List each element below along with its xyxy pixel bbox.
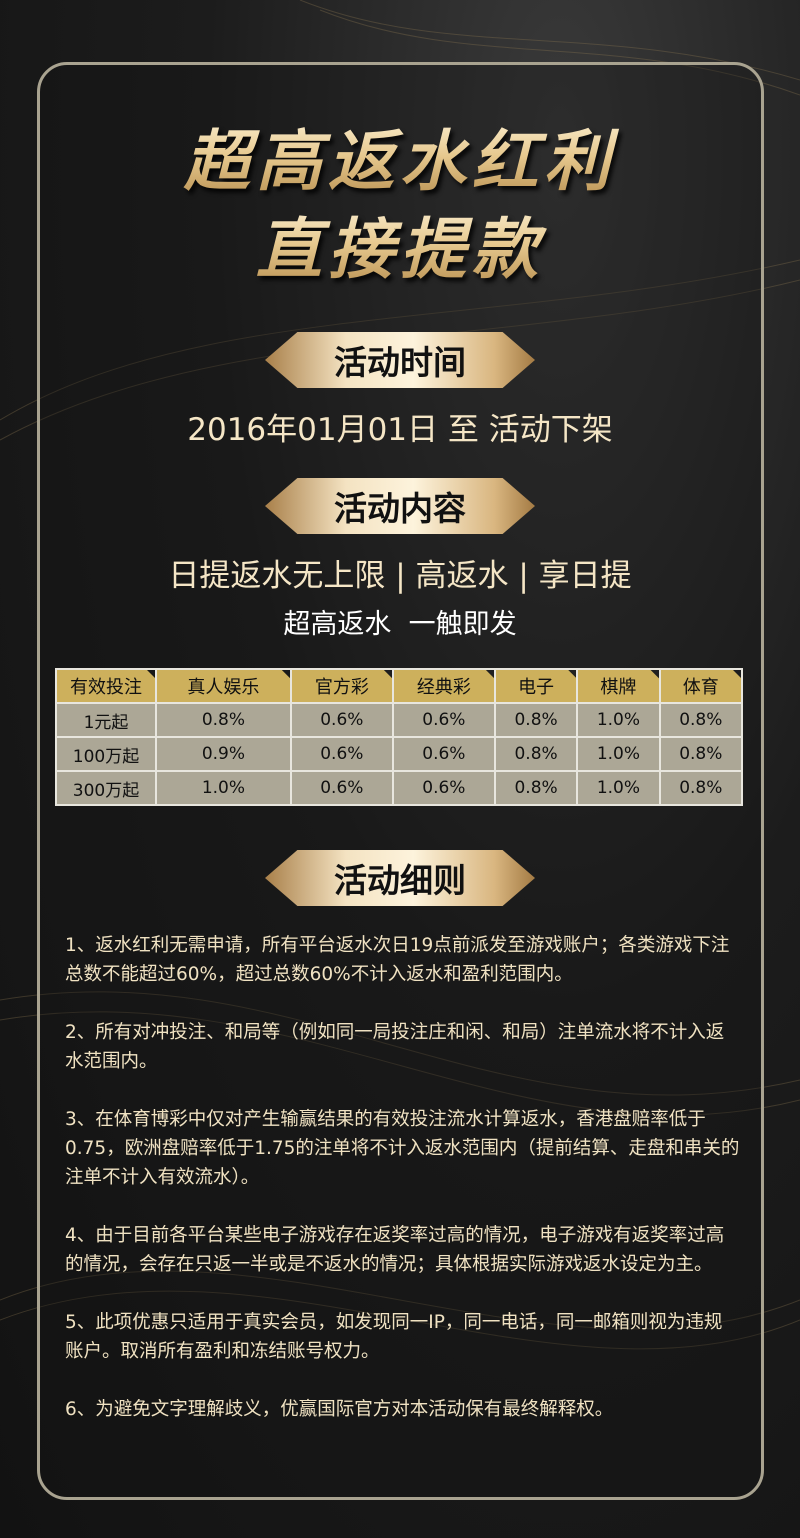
table-header: 有效投注	[56, 669, 156, 703]
content-slogan: 日提返水无上限 | 高返水 | 享日提	[168, 558, 632, 594]
table-cell: 0.6%	[289, 736, 394, 772]
table-row: 300万起 1.0% 0.6% 0.6% 0.8% 1.0% 0.8%	[55, 770, 744, 806]
table-cell: 0.8%	[493, 702, 579, 738]
table-header: 体育	[660, 669, 742, 703]
headline-line2: 直接提款	[0, 196, 800, 292]
rule-item: 4、由于目前各平台某些电子游戏存在返奖率过高的情况，电子游戏有返奖率过高的情况，…	[65, 1225, 725, 1275]
section-badge-time: 活动时间	[265, 332, 535, 388]
table-cell: 1.0%	[155, 770, 292, 806]
table-cell: 1元起	[55, 702, 157, 738]
table-cell: 1.0%	[576, 702, 661, 738]
table-cell: 1.0%	[576, 736, 661, 772]
table-cell: 0.6%	[289, 702, 394, 738]
rebate-table: 有效投注 真人娱乐 官方彩 经典彩 电子 棋牌 体育 1元起 0.8% 0.6% 0.…	[55, 668, 744, 806]
table-header-row: 有效投注 真人娱乐 官方彩 经典彩 电子 棋牌 体育	[56, 669, 742, 703]
section-badge-rules: 活动细则	[265, 850, 535, 906]
section-badge-content: 活动内容	[265, 478, 535, 534]
rule-item: 5、此项优惠只适用于真实会员，如发现同一IP，同一电话，同一邮箱则视为违规账户。…	[65, 1312, 723, 1362]
table-cell: 0.6%	[391, 736, 496, 772]
table-header: 真人娱乐	[156, 669, 291, 703]
table-cell: 0.6%	[391, 702, 496, 738]
rule-item: 6、为避免文字理解歧义，优赢国际官方对本活动保有最终解释权。	[65, 1399, 614, 1420]
rule-item: 2、所有对冲投注、和局等（例如同一局投注庄和闲、和局）注单流水将不计入返水范围内…	[65, 1022, 725, 1072]
table-cell: 100万起	[55, 736, 157, 772]
activity-time: 2016年01月01日 至 活动下架	[187, 412, 613, 448]
table-cell: 0.6%	[289, 770, 394, 806]
rules-list: 1、返水红利无需申请，所有平台返水次日19点前派发至游戏账户；各类游戏下注总数不…	[65, 931, 740, 1453]
table-header: 电子	[495, 669, 577, 703]
headline-line1: 超高返水红利	[0, 108, 800, 204]
table-cell: 0.8%	[658, 770, 744, 806]
table-row: 100万起 0.9% 0.6% 0.6% 0.8% 1.0% 0.8%	[55, 736, 744, 772]
table-cell: 0.8%	[658, 702, 744, 738]
table-cell: 300万起	[55, 770, 157, 806]
table-cell: 0.8%	[658, 736, 744, 772]
rule-item: 1、返水红利无需申请，所有平台返水次日19点前派发至游戏账户；各类游戏下注总数不…	[65, 935, 730, 985]
content-subslogan: 超高返水 一触即发	[283, 609, 517, 640]
table-cell: 0.8%	[155, 702, 292, 738]
rule-item: 3、在体育博彩中仅对产生输赢结果的有效投注流水计算返水，香港盘赔率低于0.75，…	[65, 1109, 740, 1188]
table-cell: 0.8%	[493, 736, 579, 772]
table-header: 经典彩	[393, 669, 495, 703]
table-cell: 0.9%	[155, 736, 292, 772]
table-cell: 1.0%	[576, 770, 661, 806]
table-row: 1元起 0.8% 0.6% 0.6% 0.8% 1.0% 0.8%	[55, 702, 744, 738]
table-cell: 0.6%	[391, 770, 496, 806]
table-header: 官方彩	[291, 669, 393, 703]
table-cell: 0.8%	[493, 770, 579, 806]
table-header: 棋牌	[577, 669, 659, 703]
